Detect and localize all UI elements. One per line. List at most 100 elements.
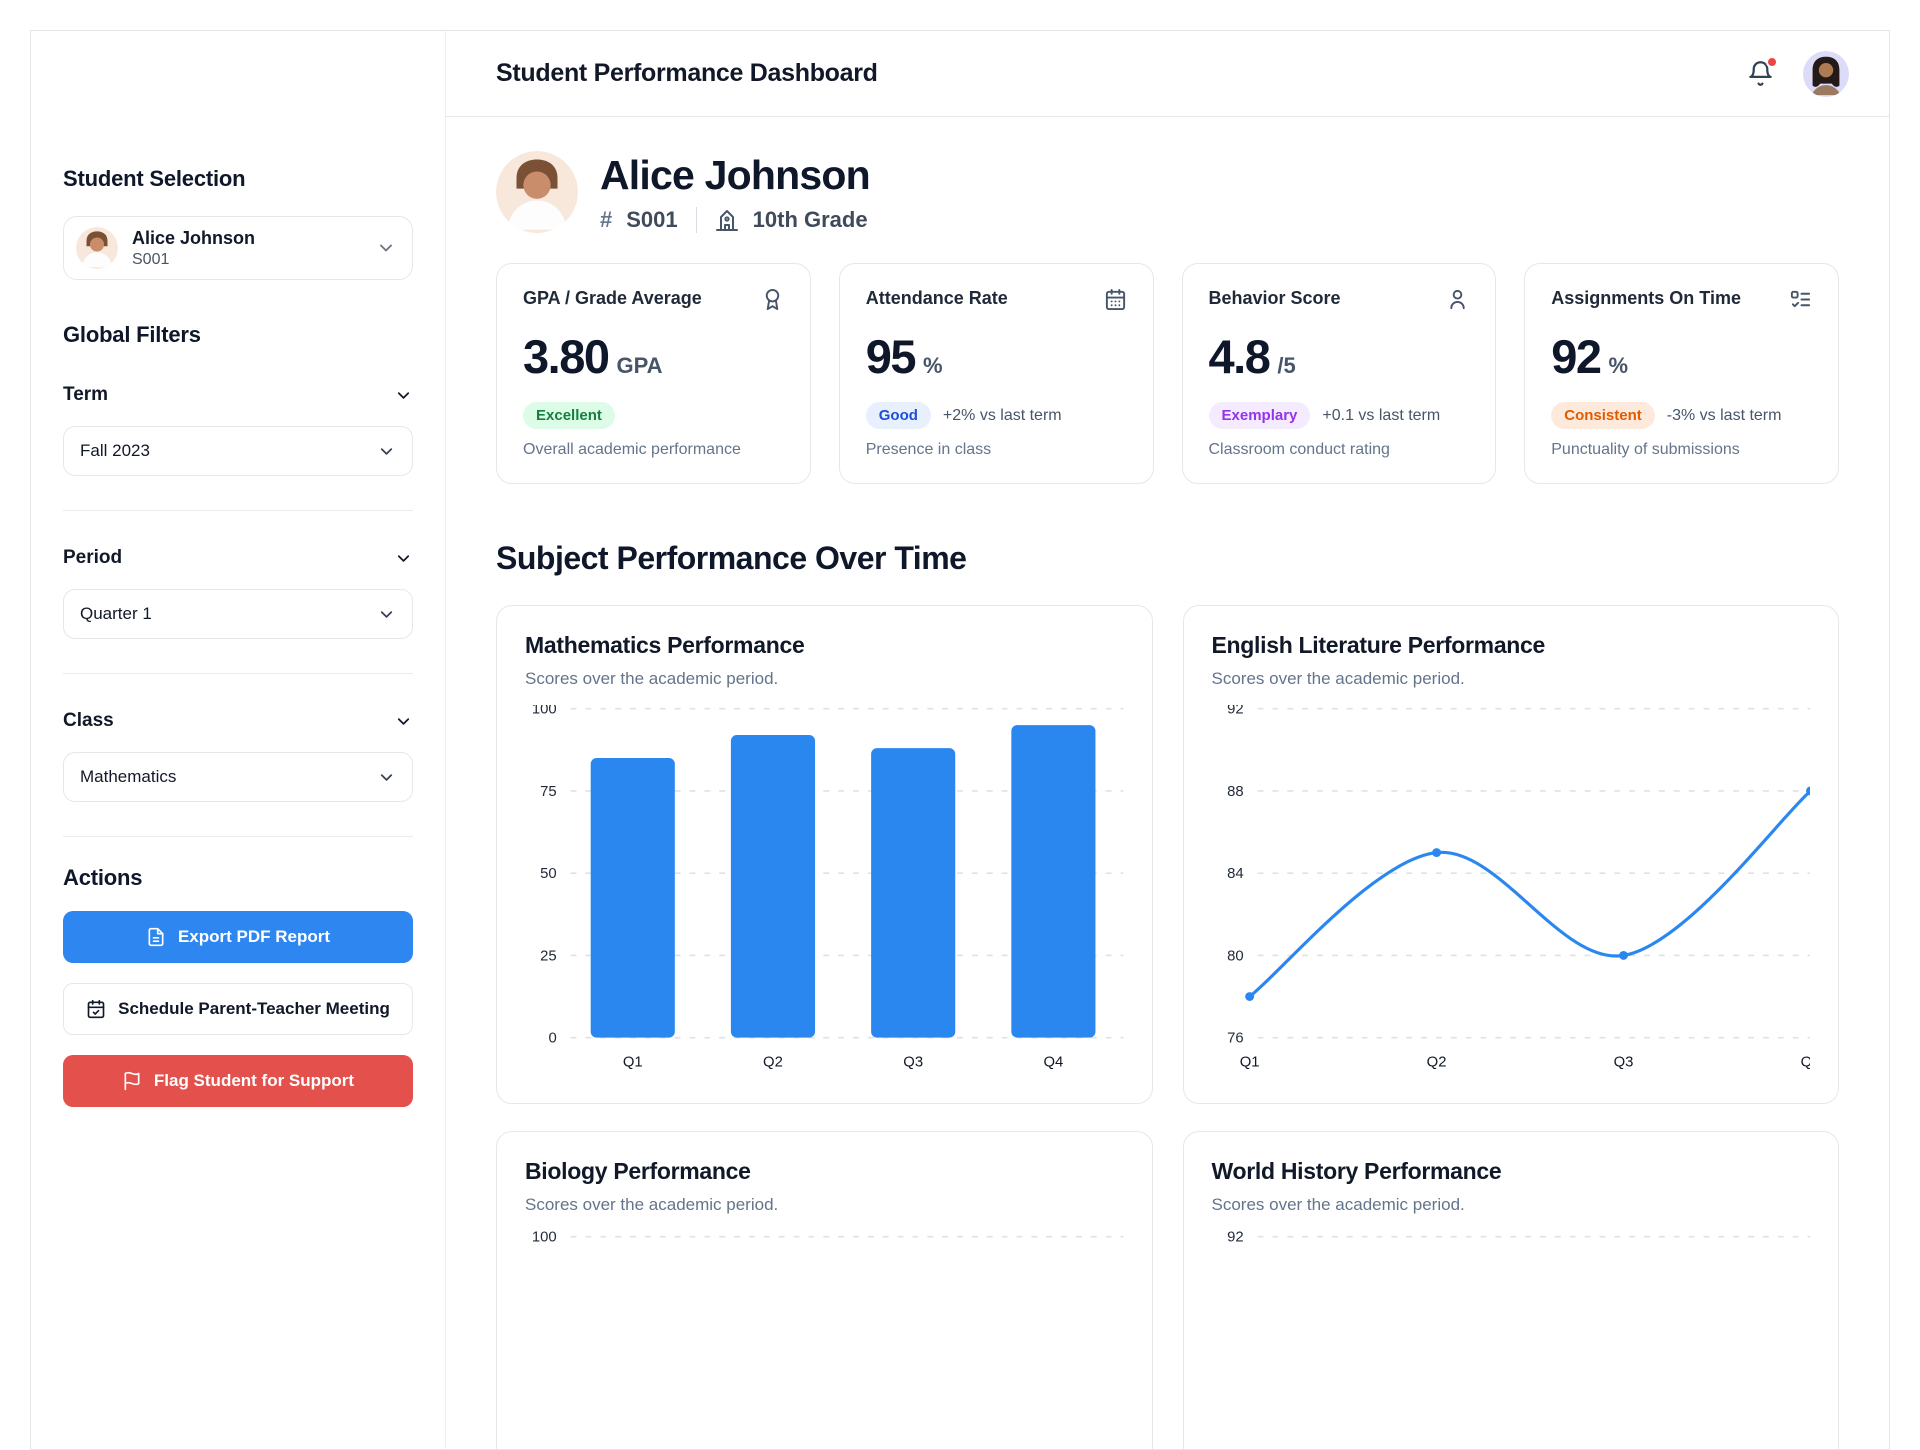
- user-avatar[interactable]: [1803, 50, 1849, 97]
- notifications-button[interactable]: [1743, 55, 1778, 91]
- chevron-down-icon: [380, 610, 393, 618]
- svg-text:100: 100: [532, 705, 557, 718]
- kpi-assignments-trend: -3% vs last term: [1666, 406, 1782, 424]
- checklist-icon: [1790, 290, 1811, 308]
- kpi-gpa-label: GPA / Grade Average: [523, 288, 702, 308]
- divider: [63, 836, 413, 837]
- kpi-assignments-value: 92: [1551, 330, 1602, 383]
- term-select[interactable]: Fall 2023: [63, 426, 413, 476]
- bell-icon: [1748, 61, 1772, 86]
- flag-student-label: Flag Student for Support: [153, 1071, 355, 1090]
- filter-class-header[interactable]: Class: [63, 710, 413, 732]
- student-avatar-small: [76, 227, 118, 269]
- kpi-assignments-badge: Consistent: [1551, 402, 1655, 429]
- user-icon: [1450, 289, 1465, 310]
- svg-text:Q1: Q1: [623, 1054, 643, 1070]
- kpi-behavior-value: 4.8: [1208, 330, 1271, 383]
- kpi-behavior-badge: Exemplary: [1208, 402, 1311, 429]
- kpi-card-attendance: Attendance Rate 95 % Good +2% vs last te…: [838, 263, 1154, 484]
- section-heading: Subject Performance Over Time: [496, 540, 967, 576]
- biology-chart: 100: [525, 1230, 1124, 1449]
- filter-class-label: Class: [63, 710, 114, 731]
- filter-group-term: Term Fall 2023: [63, 384, 413, 511]
- chevron-down-icon: [397, 391, 410, 399]
- kpi-behavior-label: Behavior Score: [1208, 288, 1341, 308]
- page-title: Student Performance Dashboard: [496, 59, 878, 87]
- class-select[interactable]: Mathematics: [63, 752, 413, 802]
- kpi-attendance-trend: +2% vs last term: [942, 406, 1062, 424]
- svg-text:100: 100: [532, 1231, 557, 1246]
- student-avatar-large: [496, 151, 578, 233]
- sidebar: Student Selection Alice Johnson S001 Glo…: [31, 31, 446, 1449]
- svg-text:Q2: Q2: [763, 1054, 783, 1070]
- selected-student-name: Alice Johnson: [132, 227, 256, 248]
- chevron-down-icon: [380, 773, 393, 781]
- selected-student-id: S001: [132, 250, 170, 268]
- calendar-check-icon: [87, 999, 105, 1019]
- svg-text:Q4: Q4: [1043, 1054, 1063, 1070]
- svg-text:92: 92: [1227, 1231, 1244, 1246]
- svg-text:Q4: Q4: [1800, 1054, 1810, 1070]
- filter-term-header[interactable]: Term: [63, 384, 413, 406]
- svg-text:80: 80: [1227, 948, 1244, 964]
- student-id: S001: [626, 206, 678, 232]
- biology-chart-title: Biology Performance: [525, 1158, 751, 1184]
- export-pdf-report-button[interactable]: Export PDF Report: [63, 911, 413, 963]
- filter-group-class: Class Mathematics: [63, 710, 413, 837]
- student-name: Alice Johnson: [600, 151, 871, 198]
- calendar-icon: [1105, 288, 1125, 311]
- kpi-cards: GPA / Grade Average 3.80 GPA Excellent O…: [496, 263, 1839, 484]
- chevron-down-icon: [380, 244, 392, 252]
- svg-text:Q3: Q3: [903, 1054, 923, 1070]
- kpi-gpa-description: Overall academic performance: [523, 441, 741, 458]
- student-header: Alice Johnson # S001 10th Grade: [496, 151, 1839, 233]
- filter-group-period: Period Quarter 1: [63, 547, 413, 674]
- global-filters-heading: Global Filters: [63, 322, 201, 347]
- svg-text:50: 50: [540, 866, 557, 882]
- biology-chart-card: Biology Performance Scores over the acad…: [496, 1131, 1153, 1449]
- schedule-meeting-button[interactable]: Schedule Parent-Teacher Meeting: [63, 983, 413, 1035]
- main-content: Alice Johnson # S001 10th Grade GPA / Gr…: [446, 117, 1889, 1449]
- filter-term-label: Term: [63, 384, 109, 405]
- english-chart-subtitle: Scores over the academic period.: [1211, 669, 1465, 688]
- svg-text:Q2: Q2: [1426, 1054, 1446, 1070]
- kpi-behavior-unit: /5: [1277, 353, 1296, 378]
- export-pdf-report-label: Export PDF Report: [177, 927, 331, 946]
- english-chart-title: English Literature Performance: [1211, 632, 1546, 658]
- flag-student-button[interactable]: Flag Student for Support: [63, 1055, 413, 1107]
- notification-dot: [1766, 55, 1778, 68]
- kpi-attendance-label: Attendance Rate: [865, 288, 1008, 308]
- english-chart-card: English Literature Performance Scores ov…: [1182, 605, 1839, 1104]
- svg-text:25: 25: [540, 948, 557, 964]
- flag-icon: [124, 1071, 140, 1091]
- filter-period-label: Period: [63, 547, 123, 568]
- mathematics-bar-chart: 100 75 50 25 0 Q1 Q2 Q3 Q4: [525, 702, 1124, 1077]
- svg-text:92: 92: [1227, 705, 1244, 718]
- filter-period-header[interactable]: Period: [63, 547, 413, 569]
- svg-text:84: 84: [1227, 866, 1244, 882]
- period-select-value: Quarter 1: [80, 604, 152, 623]
- kpi-card-gpa: GPA / Grade Average 3.80 GPA Excellent O…: [496, 263, 811, 484]
- student-selector[interactable]: Alice Johnson S001: [63, 216, 413, 280]
- period-select[interactable]: Quarter 1: [63, 589, 413, 639]
- world-history-chart-title: World History Performance: [1211, 1158, 1502, 1184]
- kpi-attendance-value: 95: [865, 330, 917, 383]
- svg-text:Q3: Q3: [1613, 1054, 1633, 1070]
- kpi-assignments-unit: %: [1608, 353, 1629, 378]
- hash-icon: #: [600, 206, 613, 232]
- kpi-gpa-value: 3.80: [523, 330, 610, 383]
- kpi-card-behavior: Behavior Score 4.8 /5 Exemplary +0.1 vs …: [1181, 263, 1497, 484]
- svg-text:88: 88: [1227, 784, 1244, 800]
- term-select-value: Fall 2023: [80, 441, 150, 460]
- biology-chart-subtitle: Scores over the academic period.: [525, 1195, 779, 1214]
- kpi-gpa-badge: Excellent: [523, 402, 615, 429]
- kpi-attendance-description: Presence in class: [865, 441, 992, 458]
- english-line-chart: 92 88 84 80 76 Q1 Q2 Q3 Q4: [1212, 702, 1820, 1077]
- kpi-card-assignments: Assignments On Time 92 % Consistent -3% …: [1524, 263, 1839, 484]
- award-icon: [765, 288, 779, 311]
- kpi-gpa-unit: GPA: [616, 353, 663, 378]
- chevron-down-icon: [380, 447, 393, 455]
- world-history-chart: 92: [1212, 1230, 1810, 1449]
- divider: [695, 206, 697, 233]
- kpi-attendance-unit: %: [923, 353, 943, 378]
